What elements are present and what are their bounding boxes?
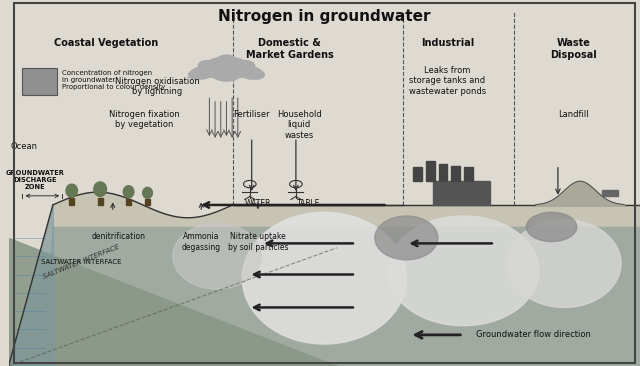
Bar (69, 198, 74, 205)
Text: WATER: WATER (244, 199, 271, 209)
Bar (126, 199, 131, 205)
Bar (98, 198, 102, 205)
Text: Fertiliser: Fertiliser (234, 110, 270, 119)
Text: TABLE: TABLE (297, 199, 320, 209)
Circle shape (191, 67, 211, 79)
Circle shape (223, 58, 245, 71)
Bar (451, 166, 460, 181)
Circle shape (211, 62, 243, 81)
Text: Landfill: Landfill (558, 110, 589, 119)
Text: Household
liquid
wastes: Household liquid wastes (276, 110, 321, 139)
Ellipse shape (508, 220, 621, 307)
Text: Ammonia
degassing: Ammonia degassing (182, 232, 221, 252)
Circle shape (198, 61, 216, 71)
Bar (145, 199, 150, 205)
Text: Groundwater flow direction: Groundwater flow direction (476, 330, 591, 339)
Circle shape (237, 61, 255, 71)
Text: Nitrogen in groundwater: Nitrogen in groundwater (218, 9, 431, 24)
Circle shape (241, 67, 262, 79)
Text: Nitrogen oxidisation
by lightning: Nitrogen oxidisation by lightning (115, 77, 199, 96)
Bar (22, 68, 57, 95)
Bar (464, 167, 473, 181)
Text: Nitrogen fixation
by vegetation: Nitrogen fixation by vegetation (109, 110, 180, 129)
Text: Nitrate uptake
by soil particles: Nitrate uptake by soil particles (228, 232, 288, 252)
Bar (413, 167, 422, 181)
Circle shape (200, 63, 225, 77)
Ellipse shape (375, 216, 438, 260)
Text: Leaks from
storage tanks and
wastewater ponds: Leaks from storage tanks and wastewater … (409, 66, 486, 96)
Ellipse shape (66, 184, 77, 197)
Ellipse shape (143, 187, 152, 198)
Bar (426, 161, 435, 181)
Ellipse shape (94, 182, 106, 197)
Ellipse shape (387, 216, 539, 326)
Ellipse shape (173, 223, 261, 289)
Circle shape (208, 58, 230, 71)
Text: Industrial: Industrial (420, 38, 474, 48)
Text: SALTWATER INTERFACE: SALTWATER INTERFACE (42, 243, 120, 280)
Ellipse shape (124, 186, 134, 198)
Ellipse shape (242, 212, 406, 344)
Circle shape (216, 55, 237, 67)
Bar (438, 164, 447, 181)
Bar (602, 190, 618, 196)
Text: Ocean: Ocean (11, 142, 38, 151)
Text: GROUNDWATER
DISCHARGE
ZONE: GROUNDWATER DISCHARGE ZONE (6, 170, 65, 190)
Text: Domestic &
Market Gardens: Domestic & Market Gardens (246, 38, 333, 60)
Text: Coastal Vegetation: Coastal Vegetation (54, 38, 159, 48)
Text: Waste
Disposal: Waste Disposal (550, 38, 597, 60)
Circle shape (228, 63, 253, 77)
Ellipse shape (526, 212, 577, 242)
Bar (433, 181, 490, 205)
Circle shape (249, 70, 264, 79)
Text: denitrification: denitrification (92, 232, 146, 242)
Circle shape (189, 70, 204, 79)
Text: SALTWATER INTERFACE: SALTWATER INTERFACE (41, 259, 122, 265)
Text: Concentration of nitrogen
in groundwater.
Proportional to colour density: Concentration of nitrogen in groundwater… (62, 70, 166, 90)
